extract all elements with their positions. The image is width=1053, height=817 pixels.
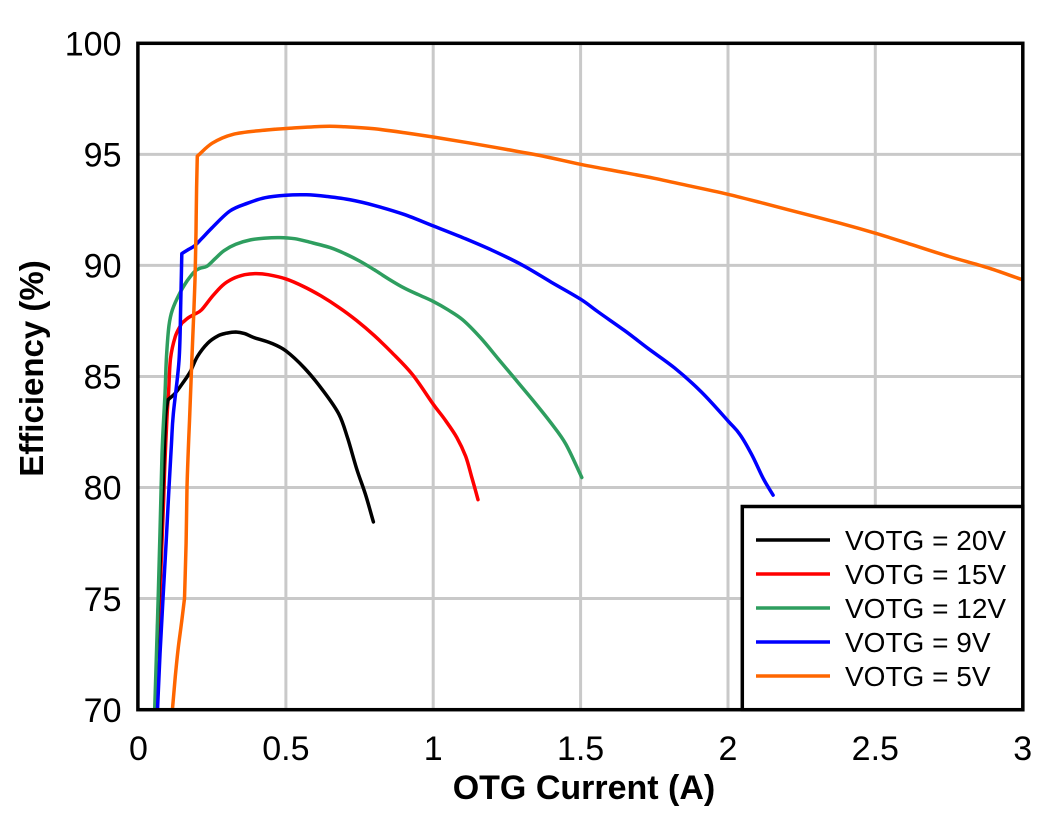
svg-text:VOTG = 20V: VOTG = 20V	[845, 525, 1006, 556]
svg-text:0.5: 0.5	[262, 730, 309, 768]
svg-text:75: 75	[84, 581, 122, 619]
svg-text:0: 0	[129, 730, 148, 768]
svg-text:90: 90	[84, 248, 122, 286]
svg-text:VOTG = 9V: VOTG = 9V	[845, 627, 991, 658]
svg-text:95: 95	[84, 137, 122, 175]
svg-text:70: 70	[84, 692, 122, 730]
svg-text:80: 80	[84, 470, 122, 508]
svg-text:1: 1	[424, 730, 443, 768]
svg-text:100: 100	[65, 26, 122, 64]
svg-text:OTG Current (A): OTG Current (A)	[453, 769, 716, 807]
svg-text:Efficiency (%): Efficiency (%)	[13, 260, 50, 476]
svg-text:2.5: 2.5	[852, 730, 899, 768]
svg-text:85: 85	[84, 359, 122, 397]
svg-text:VOTG = 15V: VOTG = 15V	[845, 559, 1006, 590]
svg-text:2: 2	[719, 730, 738, 768]
svg-text:3: 3	[1013, 730, 1032, 768]
svg-text:VOTG = 5V: VOTG = 5V	[845, 661, 991, 692]
svg-text:1.5: 1.5	[557, 730, 604, 768]
svg-text:VOTG = 12V: VOTG = 12V	[845, 593, 1006, 624]
